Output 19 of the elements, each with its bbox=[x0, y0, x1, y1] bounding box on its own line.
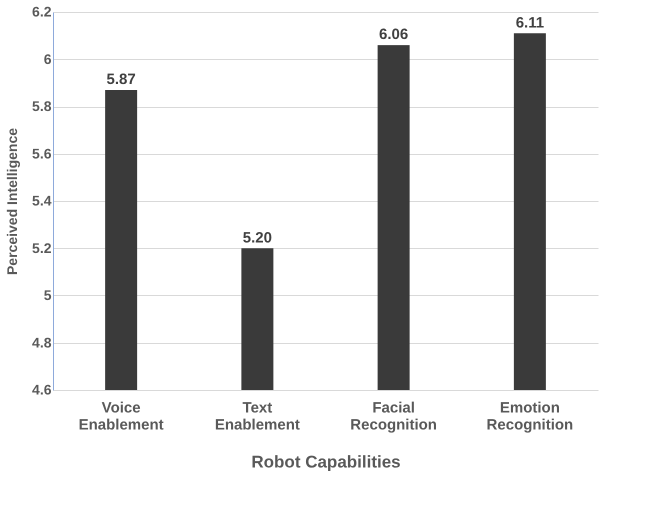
y-tick-label: 4.6 bbox=[32, 382, 52, 398]
y-tick-label: 5.4 bbox=[32, 192, 52, 208]
x-tick-label: Voice Enablement bbox=[78, 400, 164, 434]
x-tick-label: Text Enablement bbox=[214, 400, 300, 434]
x-tick-label: Facial Recognition bbox=[350, 400, 437, 434]
y-tick-label: 5.6 bbox=[32, 145, 52, 162]
y-tick-label: 5 bbox=[44, 287, 52, 303]
y-tick-label: 4.8 bbox=[32, 334, 52, 350]
data-label: 5.87 bbox=[106, 70, 136, 88]
y-axis-title: Perceived Intelligence bbox=[4, 128, 20, 276]
y-tick-label: 6 bbox=[44, 50, 52, 67]
data-label: 6.11 bbox=[516, 14, 544, 32]
y-tick-label: 5.8 bbox=[32, 98, 52, 114]
y-tick-label: 5.2 bbox=[32, 240, 52, 256]
x-tick-label: Emotion Recognition bbox=[486, 400, 574, 434]
y-tick-label: 6.2 bbox=[32, 4, 52, 20]
data-label: 6.06 bbox=[379, 26, 408, 44]
x-axis-title: Robot Capabilities bbox=[251, 452, 401, 472]
data-label: 5.20 bbox=[242, 229, 272, 246]
